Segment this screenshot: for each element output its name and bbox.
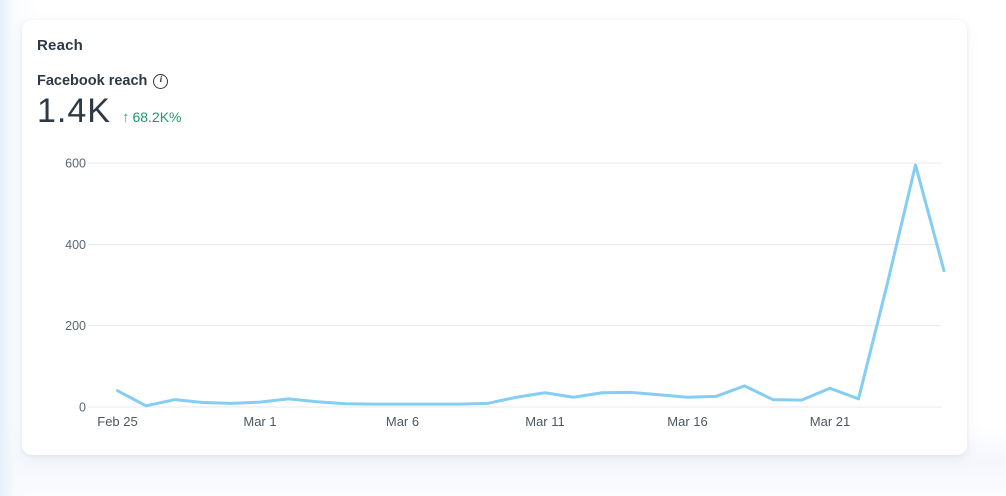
metric-change-value: 68.2K%: [132, 109, 182, 125]
metric-label: Facebook reach: [37, 73, 148, 89]
x-axis-label: Feb 25: [97, 414, 137, 429]
x-axis-label: Mar 6: [386, 414, 419, 429]
metric-delta: ↑ 68.2K%: [122, 109, 182, 126]
x-axis-label: Mar 11: [525, 414, 565, 429]
card-title: Reach: [37, 37, 84, 54]
metric-value: 1.4K: [37, 92, 111, 130]
x-axis-label: Mar 16: [667, 414, 707, 429]
x-axis-label: Mar 21: [810, 414, 850, 429]
series-line-facebook-reach[interactable]: [116, 163, 946, 408]
y-axis-label: 400: [65, 238, 86, 252]
metric-value-row: 1.4K ↑ 68.2K%: [37, 92, 182, 131]
reach-card: Reach Facebook reach i 1.4K ↑ 68.2K% 0 20…: [22, 20, 967, 455]
reach-line-chart[interactable]: 0 200 400 600 Feb 25 Mar 1 Mar 6 Mar 11 Mar 16 Ma…: [22, 150, 967, 450]
y-axis-label: 0: [79, 401, 86, 415]
x-axis-label: Mar 1: [243, 414, 276, 429]
y-axis-label: 600: [65, 157, 86, 171]
info-icon[interactable]: i: [153, 73, 169, 89]
metric-label-row: Facebook reach i: [37, 73, 169, 89]
y-axis-label: 200: [65, 319, 86, 333]
trend-up-arrow-icon: ↑: [121, 109, 130, 126]
